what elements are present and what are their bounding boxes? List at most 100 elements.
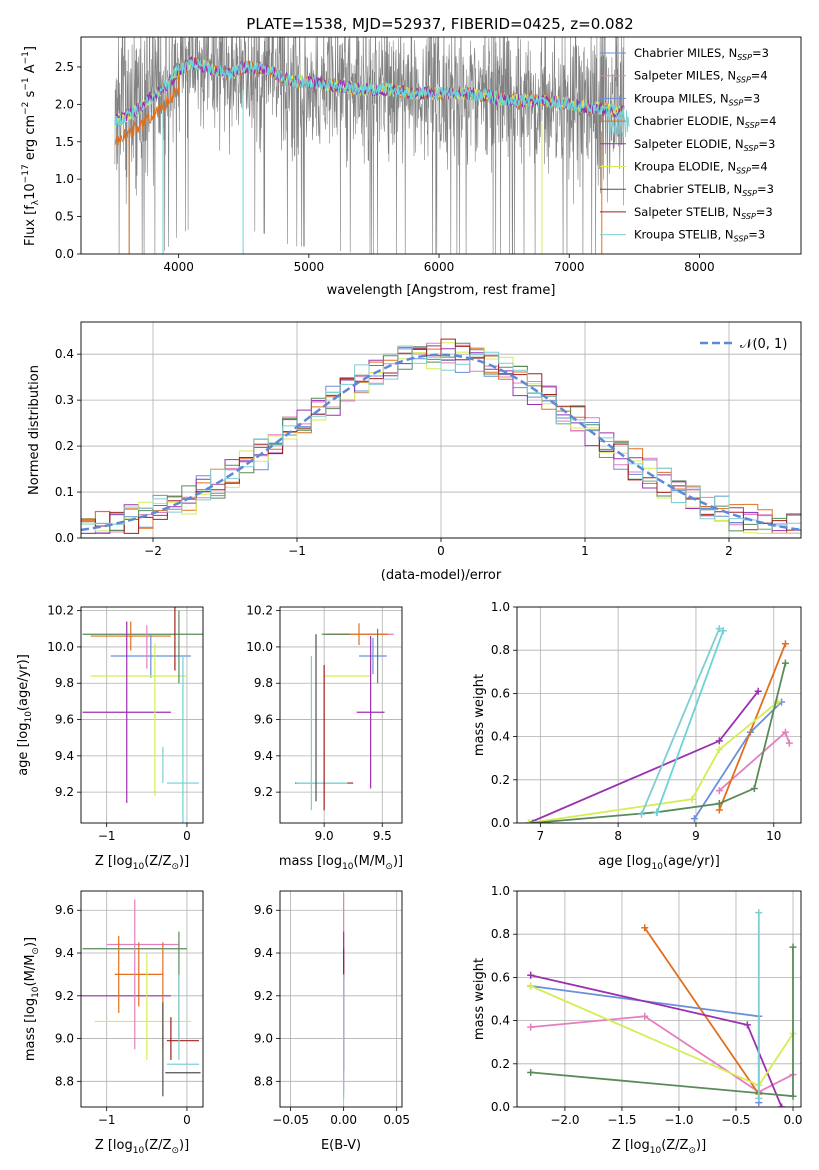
normal-curve [81, 353, 801, 532]
label-part: mass [log [279, 854, 342, 869]
y-tick-label: 0.0 [491, 816, 510, 830]
y-tick-label: 0.0 [55, 531, 74, 545]
y-tick-label: 10.0 [246, 640, 273, 654]
y-tick-label: 9.8 [55, 676, 74, 690]
weight-line [643, 927, 760, 1095]
label-part: ⊙ [171, 862, 179, 872]
y-tick-label: 1.0 [491, 884, 510, 898]
label-part: 10 [133, 862, 145, 872]
label-part: )] [179, 854, 189, 869]
label-part: (Z/Z [144, 1138, 171, 1153]
x-tick-label: 4000 [163, 260, 194, 274]
x-tick-label: 8000 [684, 260, 715, 274]
mass-vs-Z-plot [81, 899, 201, 1097]
y-tick-label: 10.0 [47, 640, 74, 654]
weight-marker [789, 1092, 797, 1100]
label-part: 10 [31, 986, 41, 998]
weight-line [530, 985, 794, 1087]
legend-suffix: =4 [751, 160, 768, 174]
label-part: Z [log [95, 1138, 133, 1153]
y-axis-label: mass weight [472, 958, 487, 1040]
legend-text: Chabrier MILES, N [634, 46, 737, 60]
residuals-plot [81, 338, 801, 534]
x-tick-label: 6000 [424, 260, 455, 274]
y-tick-label: 9.4 [254, 749, 273, 763]
y-tick-label: 1.0 [55, 172, 74, 186]
label-part: −17 [21, 164, 31, 183]
label-part: Z [log [612, 1138, 650, 1153]
y-tick-label: 9.6 [55, 713, 74, 727]
legend-text: Chabrier ELODIE, N [634, 114, 745, 128]
y-tick-label: 9.6 [254, 713, 273, 727]
x-tick-label: 8 [614, 829, 622, 843]
x-tick-label: 0 [183, 1113, 191, 1127]
y-tick-label: 0.4 [491, 1014, 510, 1028]
y-tick-label: 9.0 [254, 1032, 273, 1046]
x-tick-label: 0 [437, 544, 445, 558]
weight-marker [527, 982, 535, 990]
y-tick-label: 2.0 [55, 97, 74, 111]
age-vs-Z-axes: −1 09.29.49.69.810.010.2Z [log10(Z/Z⊙)]ag… [16, 604, 204, 872]
weight-marker [755, 1094, 763, 1102]
label-part: )] [179, 1138, 189, 1153]
x-tick-label: −1 [288, 544, 306, 558]
age-vs-Z-plot [82, 607, 203, 823]
label-part: )] [23, 937, 38, 947]
legend-sub: SSP [737, 53, 752, 62]
label-part: Flux [f [23, 205, 38, 246]
y-tick-label: 9.4 [55, 946, 74, 960]
label-part: λ [31, 199, 41, 205]
mass-vs-ebv-axes: −0.05 0.00 0.05 8.8 9.0 9.2 9.4 9.6 E(B-V) [254, 890, 410, 1153]
weight-marker [781, 728, 789, 736]
y-tick-label: 9.2 [254, 989, 273, 1003]
y-tick-label: 1.5 [55, 135, 74, 149]
x-tick-label: 10 [766, 829, 781, 843]
model-spectrum [114, 58, 625, 127]
label-part: ⊙ [385, 862, 393, 872]
legend-sub: SSP [729, 98, 744, 107]
y-tick-label: 9.4 [254, 946, 273, 960]
age-vs-mass-plot [295, 623, 394, 811]
weight-marker [653, 808, 661, 816]
label-part: ⊙ [31, 947, 41, 955]
weight-marker [789, 943, 797, 951]
massweight-vs-Z-axes: −2.0 −1.5 −1.0 −0.5 0.0 0.0 0.2 0.4 0.6 0.8 1.0 Z [… [472, 884, 803, 1156]
x-tick-label: −1.5 [607, 1113, 636, 1127]
y-axis-label: Normed distribution [27, 365, 42, 495]
y-tick-label: 0.3 [55, 393, 74, 407]
y-tick-label: 0.0 [491, 1100, 510, 1114]
legend-label: Kroupa STELIB, NSSP=3 [634, 228, 765, 244]
label-part: Z [log [95, 854, 133, 869]
x-tick-label: −1.0 [664, 1113, 693, 1127]
figure-title: PLATE=1538, MJD=52937, FIBERID=0425, z=0… [246, 15, 633, 33]
x-tick-label: −2.0 [550, 1113, 579, 1127]
massweight-vs-age-plot [525, 625, 793, 823]
x-axis-label: mass [log10(M/M⊙)] [279, 854, 403, 872]
label-part: age [log [598, 854, 651, 869]
y-axis-label: mass weight [472, 674, 487, 756]
x-tick-label: 7000 [554, 260, 585, 274]
weight-line [656, 630, 725, 813]
y-axis-label: Flux [fλ10−17 erg cm−2 s−1 A−1] [21, 46, 41, 246]
weight-marker [641, 1012, 649, 1020]
x-tick-label: 9.5 [373, 829, 392, 843]
axes-frame [279, 606, 403, 824]
label-part: 10 [133, 1146, 145, 1156]
axes-frame [279, 890, 403, 1108]
legend-label: Chabrier MILES, NSSP=3 [634, 46, 769, 62]
label-part: (age/yr)] [663, 854, 720, 869]
legend-text: Kroupa MILES, N [634, 91, 729, 105]
x-axis-label: Z [log10(Z/Z⊙)] [612, 1138, 706, 1156]
y-tick-label: 0.2 [491, 773, 510, 787]
weight-line [718, 643, 787, 811]
legend-suffix: =4 [760, 114, 777, 128]
x-axis-label: Z [log10(Z/Z⊙)] [95, 854, 189, 872]
y-tick-label: 0.6 [491, 686, 510, 700]
label-part: −1 [21, 51, 31, 64]
label-part: age [log [16, 723, 31, 776]
weight-marker [754, 687, 762, 695]
x-tick-label: −2 [144, 544, 162, 558]
legend-sub: SSP [744, 144, 759, 153]
label-part: (Z/Z [144, 854, 171, 869]
